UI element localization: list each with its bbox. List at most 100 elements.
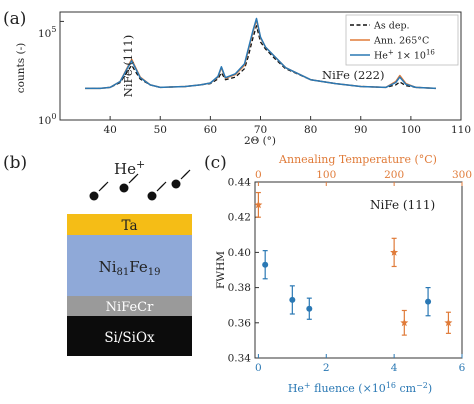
legend-label-annealed: Ann. 265°C	[373, 36, 429, 47]
data-point	[262, 261, 269, 268]
chart-a-xlabel: 2Θ (°)	[244, 135, 276, 147]
ion-projectiles	[89, 169, 191, 201]
layer-si-label: Si/SiOx	[104, 330, 155, 346]
chart-c-top-tick-label: 300	[452, 169, 472, 181]
layer-ta	[67, 214, 192, 235]
ion-ball	[119, 183, 129, 193]
xlabel-mid: fluence (×10	[311, 382, 386, 395]
layer-nife-sub2: 19	[148, 267, 161, 278]
xlabel-sup3: −2	[416, 381, 428, 390]
panel-label-a: (a)	[3, 9, 26, 29]
legend-label-helium: He+ 1× 1016	[374, 49, 435, 62]
data-point-star	[400, 318, 409, 327]
chart-a-series	[85, 17, 436, 90]
chart-c-axes: 0.340.360.380.400.420.440 2 4 60 100 200 300	[228, 169, 472, 374]
ion-label: He+	[114, 158, 145, 178]
chart-a-ytick-low-exp: 0	[51, 112, 56, 121]
ion-trail	[132, 173, 139, 180]
layer-si	[67, 316, 192, 356]
layer-nife	[67, 235, 192, 296]
legend-label-as-dep: As dep.	[373, 21, 410, 32]
chart-a-ylabel: counts (-)	[15, 43, 27, 93]
chart-c-top-tick-label: 0	[255, 169, 262, 181]
annotation-nife-111: NiFe (111)	[121, 35, 135, 97]
annotation-nife-222: NiFe (222)	[322, 68, 384, 82]
chart-c-bottom-tick-label: 0	[255, 362, 262, 374]
series-line-2	[85, 17, 436, 90]
chart-c-ytick-label: 0.40	[228, 247, 251, 259]
layer-stack: He+ Ta Ni81Fe19 NiFeCr Si/SiOx	[67, 158, 192, 356]
chart-c-bottom-tick-label: 4	[391, 362, 398, 374]
chart-a-xtick-label: 110	[451, 124, 471, 136]
layer-nife-sub1: 81	[117, 267, 130, 278]
data-point-star	[444, 318, 453, 327]
chart-c-top-tick-label: 200	[384, 169, 404, 181]
xlabel-main: He	[288, 382, 304, 395]
ion-trail	[184, 169, 191, 176]
layer-nifecr	[67, 296, 192, 316]
chart-a-xtick-label: 60	[204, 124, 217, 136]
chart-a-ytick-high-exp: 5	[51, 25, 56, 34]
chart-a-xtick-label: 90	[354, 124, 367, 136]
chart-c-ytick-label: 0.36	[228, 317, 252, 329]
layer-nife-fe: Fe	[129, 258, 148, 276]
chart-a-xtick-label: 80	[304, 124, 317, 136]
chart-a-xtick-label: 40	[103, 124, 116, 136]
chart-c-frame	[254, 181, 463, 359]
legend-helium-mid: 1× 10	[394, 51, 426, 62]
chart-c: 0.340.360.380.400.420.440 2 4 60 100 200 300 A…	[215, 153, 472, 395]
xlabel-sup: +	[304, 381, 311, 390]
ion-ball	[147, 191, 157, 201]
data-point-star	[254, 200, 263, 209]
chart-a-ytick-high: 105	[38, 25, 56, 40]
chart-c-bottom-tick-label: 6	[459, 362, 466, 374]
layer-ta-label: Ta	[121, 218, 137, 234]
xlabel-sup2: 16	[386, 381, 396, 390]
layer-nife-label: Ni81Fe19	[99, 258, 161, 278]
panel-label-c: (c)	[204, 153, 227, 173]
layer-nifecr-label: NiFeCr	[106, 300, 154, 315]
ion-label-main: He	[114, 160, 136, 178]
legend-box	[345, 14, 459, 66]
ion-trail	[102, 181, 109, 188]
chart-a-axes: 40 50 60 70 80 90 100 110	[60, 20, 471, 136]
chart-c-series	[254, 191, 453, 336]
chart-c-top-tick-label: 100	[316, 169, 336, 181]
xlabel-end: )	[428, 382, 432, 395]
ion-ball	[89, 191, 99, 201]
chart-c-ylabel: FWHM	[215, 251, 227, 289]
legend-helium-main: He	[374, 51, 388, 62]
ion-trail	[160, 181, 167, 188]
ion-ball	[171, 179, 181, 189]
ion-0	[89, 181, 109, 201]
chart-c-bottom-xlabel: He+ fluence (×1016 cm−2)	[288, 381, 432, 395]
chart-a-ytick-low-base: 10	[38, 115, 51, 127]
chart-a: 40 50 60 70 80 90 100 110 counts (-) 2Θ (°) 105…	[15, 11, 471, 147]
legend-helium-sup2: 16	[426, 49, 435, 57]
chart-c-ytick-label: 0.34	[228, 353, 252, 365]
chart-c-annotation: NiFe (111)	[370, 198, 435, 212]
panel-label-b: (b)	[3, 153, 27, 173]
ion-3	[171, 169, 191, 189]
chart-a-legend: As dep. Ann. 265°C He+ 1× 1016	[345, 14, 459, 66]
layer-nife-ni: Ni	[99, 258, 117, 276]
data-point-star	[390, 248, 399, 256]
legend-helium-sup: +	[388, 49, 394, 57]
chart-c-ytick-label: 0.42	[228, 212, 251, 224]
data-point	[306, 305, 313, 312]
chart-a-ytick-high-base: 10	[38, 28, 51, 40]
chart-a-xtick-label: 50	[154, 124, 167, 136]
ion-label-charge: +	[136, 158, 145, 171]
chart-a-xtick-label: 100	[401, 124, 421, 136]
chart-a-ytick-low: 100	[38, 112, 56, 127]
chart-c-ytick-label: 0.38	[228, 282, 251, 294]
ion-1	[119, 173, 139, 193]
data-point	[289, 296, 296, 303]
data-point	[425, 298, 432, 305]
chart-a-xtick-label: 70	[254, 124, 267, 136]
chart-c-ytick-label: 0.44	[228, 177, 252, 189]
xlabel-mid2: cm	[396, 382, 417, 395]
chart-c-bottom-tick-label: 2	[323, 362, 330, 374]
ion-2	[147, 181, 167, 201]
